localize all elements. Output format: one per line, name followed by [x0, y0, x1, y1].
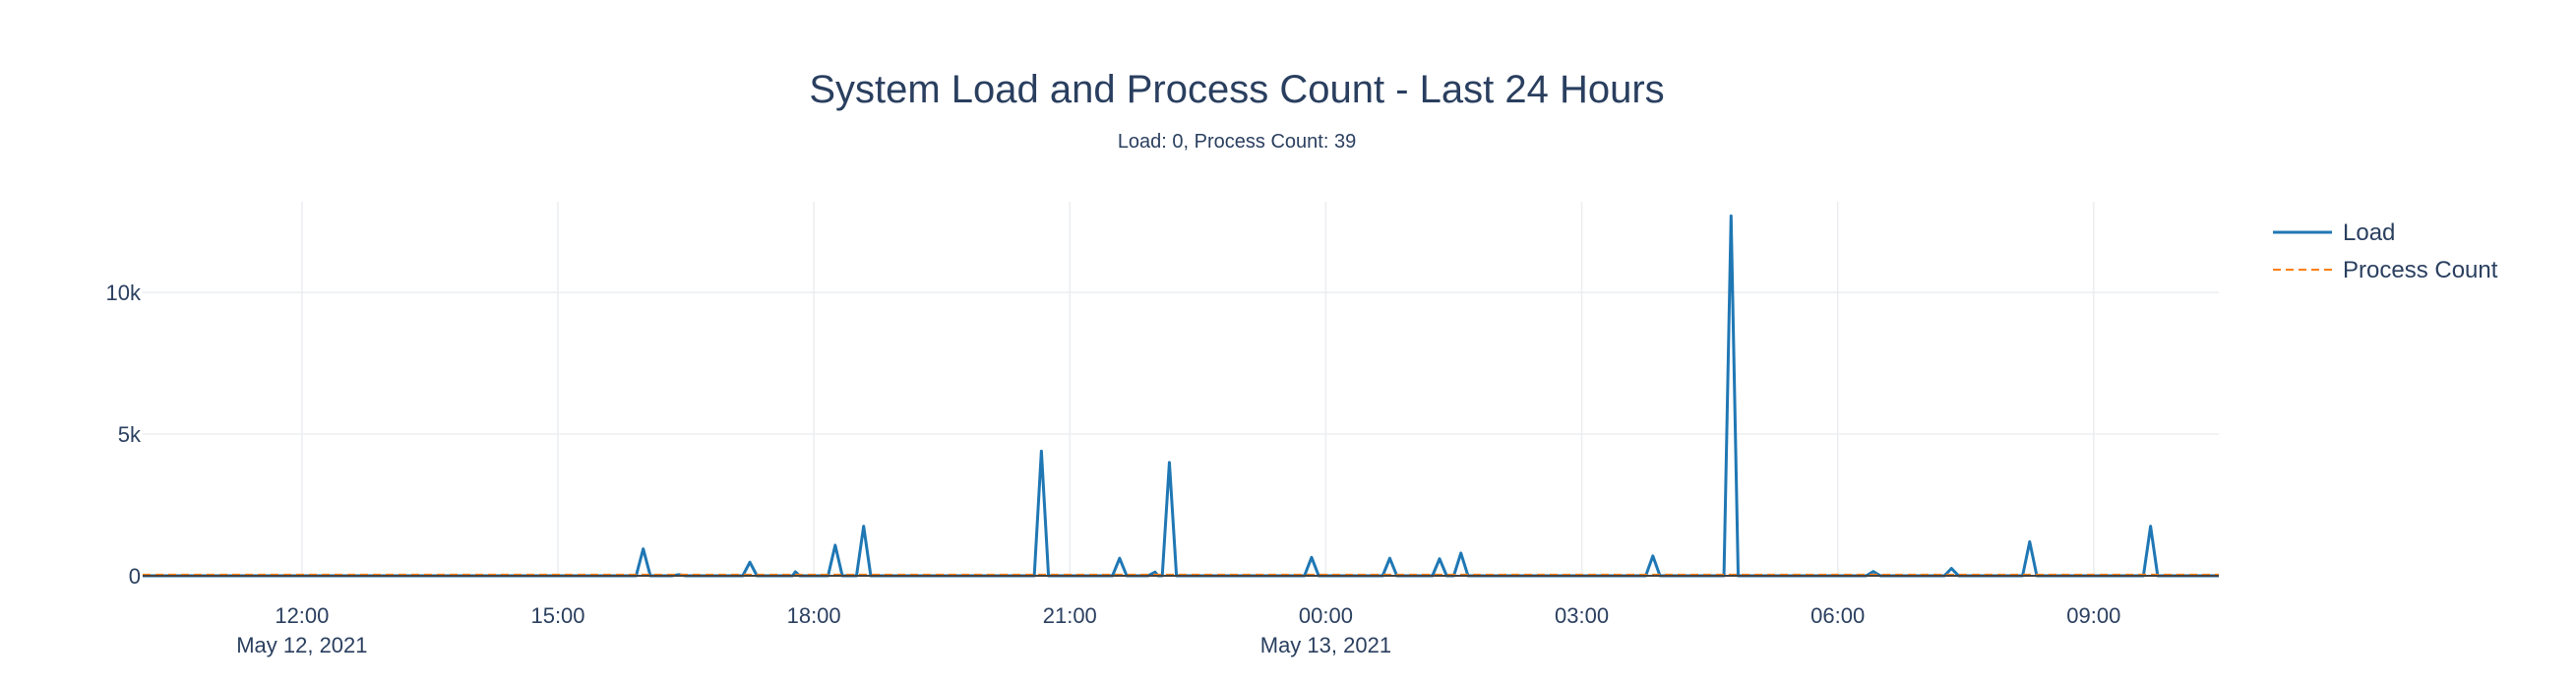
axes: 12:00 May 12, 2021 15:00 18:00 21:00 00:00 May…: [106, 281, 2219, 657]
x-tick-label: 18:00: [787, 603, 841, 628]
x-tick-label: 06:00: [1810, 603, 1865, 628]
y-tick-label: 5k: [118, 422, 142, 447]
x-tick-label: 12:00: [275, 603, 329, 628]
legend[interactable]: Load Process Count: [2273, 219, 2498, 283]
legend-item[interactable]: Load: [2273, 219, 2395, 246]
y-tick-label: 10k: [106, 281, 142, 305]
x-tick-label: 00:00: [1299, 603, 1353, 628]
legend-item[interactable]: Process Count: [2273, 257, 2498, 283]
x-date-label: May 13, 2021: [1260, 633, 1391, 657]
x-tick-label: 09:00: [2066, 603, 2120, 628]
x-tick-label: 03:00: [1555, 603, 1609, 628]
y-tick-label: 0: [129, 564, 141, 589]
chart-subtitle: Load: 0, Process Count: 39: [1118, 131, 1356, 153]
chart-title: System Load and Process Count - Last 24 …: [809, 68, 1664, 111]
x-date-label: May 12, 2021: [236, 633, 367, 657]
x-tick-label: 21:00: [1043, 603, 1097, 628]
x-tick-label: 15:00: [530, 603, 584, 628]
legend-label: Load: [2343, 219, 2395, 246]
legend-label: Process Count: [2343, 257, 2498, 283]
grid-lines: [143, 202, 2219, 576]
